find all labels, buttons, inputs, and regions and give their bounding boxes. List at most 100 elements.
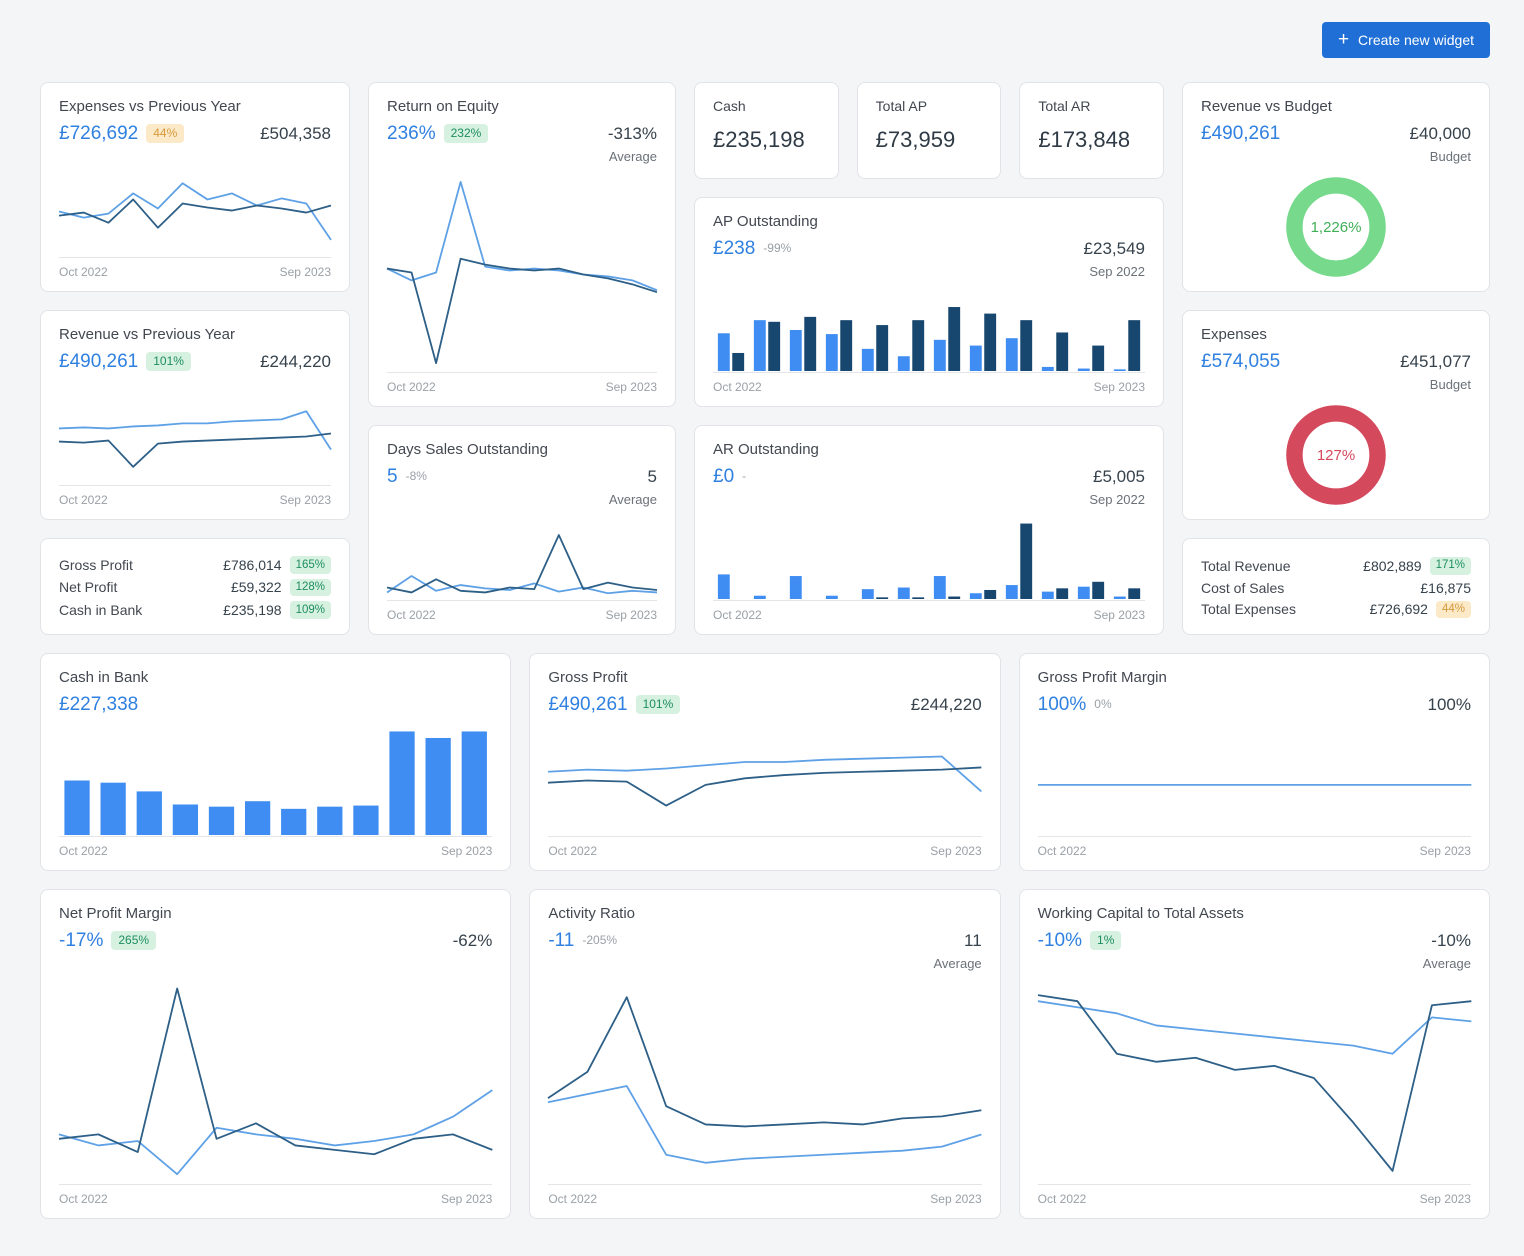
widget-title: Revenue vs Budget (1201, 98, 1332, 115)
widget-title: Return on Equity (387, 98, 499, 115)
donut-ring-svg (1286, 177, 1386, 277)
x-axis-end: Sep 2023 (279, 493, 331, 507)
x-axis-start: Oct 2022 (59, 265, 108, 279)
widget-total-ap: Total AP £73,959 (856, 82, 1002, 179)
kpi-value: £235,198 (713, 127, 805, 152)
value-row: -11 -205% 11 (548, 929, 981, 952)
x-axis-end: Sep 2023 (930, 844, 982, 858)
primary-value: £490,261 (59, 350, 139, 372)
grid-column-3: Cash £235,198 Total AP £73,959 Total AR … (694, 82, 1165, 635)
x-axis-end: Sep 2023 (440, 1192, 493, 1206)
x-axis-start: Oct 2022 (548, 1192, 598, 1206)
comparison-value: -10% (1431, 930, 1471, 950)
primary-value: 236% (387, 122, 436, 144)
change-badge: - (742, 468, 747, 483)
widget-title: Working Capital to Total Assets (1037, 905, 1244, 922)
primary-value: £227,338 (59, 693, 139, 715)
x-axis: Oct 2022 Sep 2023 (59, 836, 493, 858)
widget-title: Gross Profit (548, 669, 628, 686)
change-badge: -99% (763, 240, 792, 255)
budget-donut: 1,226% (1278, 169, 1394, 285)
chart-area (713, 517, 1145, 599)
widget-title: Expenses vs Previous Year (59, 98, 241, 115)
x-axis: Oct 2022 Sep 2023 (59, 257, 331, 279)
chart-area (59, 155, 331, 256)
change-badge: 101% (146, 351, 191, 372)
topbar: + Create new widget (40, 22, 1490, 58)
stat-value: £16,875 (1420, 579, 1471, 596)
value-row: -10% 1% -10% (1038, 929, 1471, 952)
comparison-caption: Average (608, 492, 657, 507)
stat-value: £235,198 (223, 602, 282, 619)
line-chart (548, 981, 981, 1183)
value-row: 5 -8% 5 (387, 465, 657, 488)
widget-title: Net Profit Margin (59, 905, 172, 922)
stat-badge: 165% (289, 556, 331, 574)
comparison-value: 11 (964, 930, 982, 950)
widget-grid-bottom: Net Profit Margin -17% 265% -62% Oct 202… (40, 889, 1490, 1219)
value-row: £490,261 101% £244,220 (548, 693, 981, 716)
x-axis-end: Sep 2023 (440, 844, 493, 858)
stat-value: £786,014 (223, 556, 282, 573)
widget-working-capital-to-total-assets: Working Capital to Total Assets -10% 1% … (1018, 889, 1490, 1219)
grid-column-2: Return on Equity 236% 232% -313% Average… (368, 82, 676, 635)
widget-days-sales-outstanding: Days Sales Outstanding 5 -8% 5 Average O… (368, 425, 676, 635)
comparison-value: £504,358 (260, 123, 331, 143)
change-badge: 44% (146, 123, 185, 144)
x-axis-start: Oct 2022 (59, 493, 108, 507)
x-axis-end: Sep 2023 (1093, 380, 1145, 394)
stat-value: £802,889 (1363, 557, 1422, 574)
budget-caption: Budget (1429, 377, 1471, 392)
kpi-value: £173,848 (1038, 127, 1131, 152)
value-row: -17% 265% -62% (59, 929, 492, 952)
x-axis-start: Oct 2022 (713, 380, 762, 394)
x-axis: Oct 2022 Sep 2023 (548, 1184, 982, 1206)
x-axis-start: Oct 2022 (1037, 844, 1087, 858)
x-axis-end: Sep 2023 (279, 265, 331, 279)
x-axis-start: Oct 2022 (387, 380, 436, 394)
donut-ring-svg (1286, 405, 1386, 505)
primary-value: £0 (713, 465, 735, 487)
primary-value: 100% (1037, 693, 1087, 715)
primary-value: -17% (59, 929, 104, 951)
chart-area (1038, 726, 1471, 835)
comparison-caption: Sep 2022 (1089, 492, 1145, 507)
value-row: £238 -99% £23,549 (713, 237, 1145, 260)
change-badge: -8% (405, 468, 427, 483)
create-widget-button[interactable]: + Create new widget (1321, 22, 1490, 58)
x-axis: Oct 2022 Sep 2023 (387, 600, 657, 622)
widget-ar-outstanding: AR Outstanding £0 - £5,005 Sep 2022 Oct … (694, 425, 1164, 635)
widget-grid-top: Expenses vs Previous Year £726,692 44% £… (40, 82, 1490, 635)
widget-gross-profit: Gross Profit £490,261 101% £244,220 Oct … (529, 653, 1001, 871)
budget-caption: Budget (1429, 149, 1471, 164)
kpi-title: Total AP (875, 98, 928, 114)
bar-chart (64, 731, 487, 835)
widget-ap-outstanding: AP Outstanding £238 -99% £23,549 Sep 202… (694, 197, 1164, 407)
chart-area (59, 962, 492, 1183)
bar-chart (717, 307, 1141, 371)
widget-title: AR Outstanding (713, 441, 819, 458)
widget-expenses-vs-budget: Expenses £574,055 £451,077 Budget 127% (1182, 310, 1490, 520)
value-row: 100% 0% 100% (1038, 693, 1471, 716)
chart-area (713, 289, 1145, 371)
change-badge: 1% (1090, 930, 1122, 951)
comparison-value: 5 (647, 466, 657, 486)
chart-area (1038, 981, 1471, 1183)
comparison-caption: Average (1422, 956, 1471, 971)
widget-title: AP Outstanding (713, 213, 818, 230)
value-row: £490,261 101% £244,220 (59, 350, 331, 373)
stat-row: Cost of Sales £16,875 (1201, 577, 1471, 598)
x-axis: Oct 2022 Sep 2023 (713, 600, 1145, 622)
widget-activity-ratio: Activity Ratio -11 -205% 11 Average Oct … (529, 889, 1001, 1219)
widget-title: Gross Profit Margin (1037, 669, 1167, 686)
comparison-caption: Sep 2022 (1089, 264, 1145, 279)
comparison-value: -313% (607, 123, 657, 143)
primary-value: 5 (387, 465, 398, 487)
widget-title: Activity Ratio (548, 905, 636, 922)
budget-value: £40,000 (1409, 123, 1471, 143)
value-row: £490,261 £40,000 (1201, 122, 1471, 145)
x-axis-end: Sep 2023 (605, 380, 657, 394)
widget-cash: Cash £235,198 (694, 82, 839, 179)
change-badge: 101% (635, 694, 681, 715)
value-row: £227,338 (59, 693, 492, 716)
